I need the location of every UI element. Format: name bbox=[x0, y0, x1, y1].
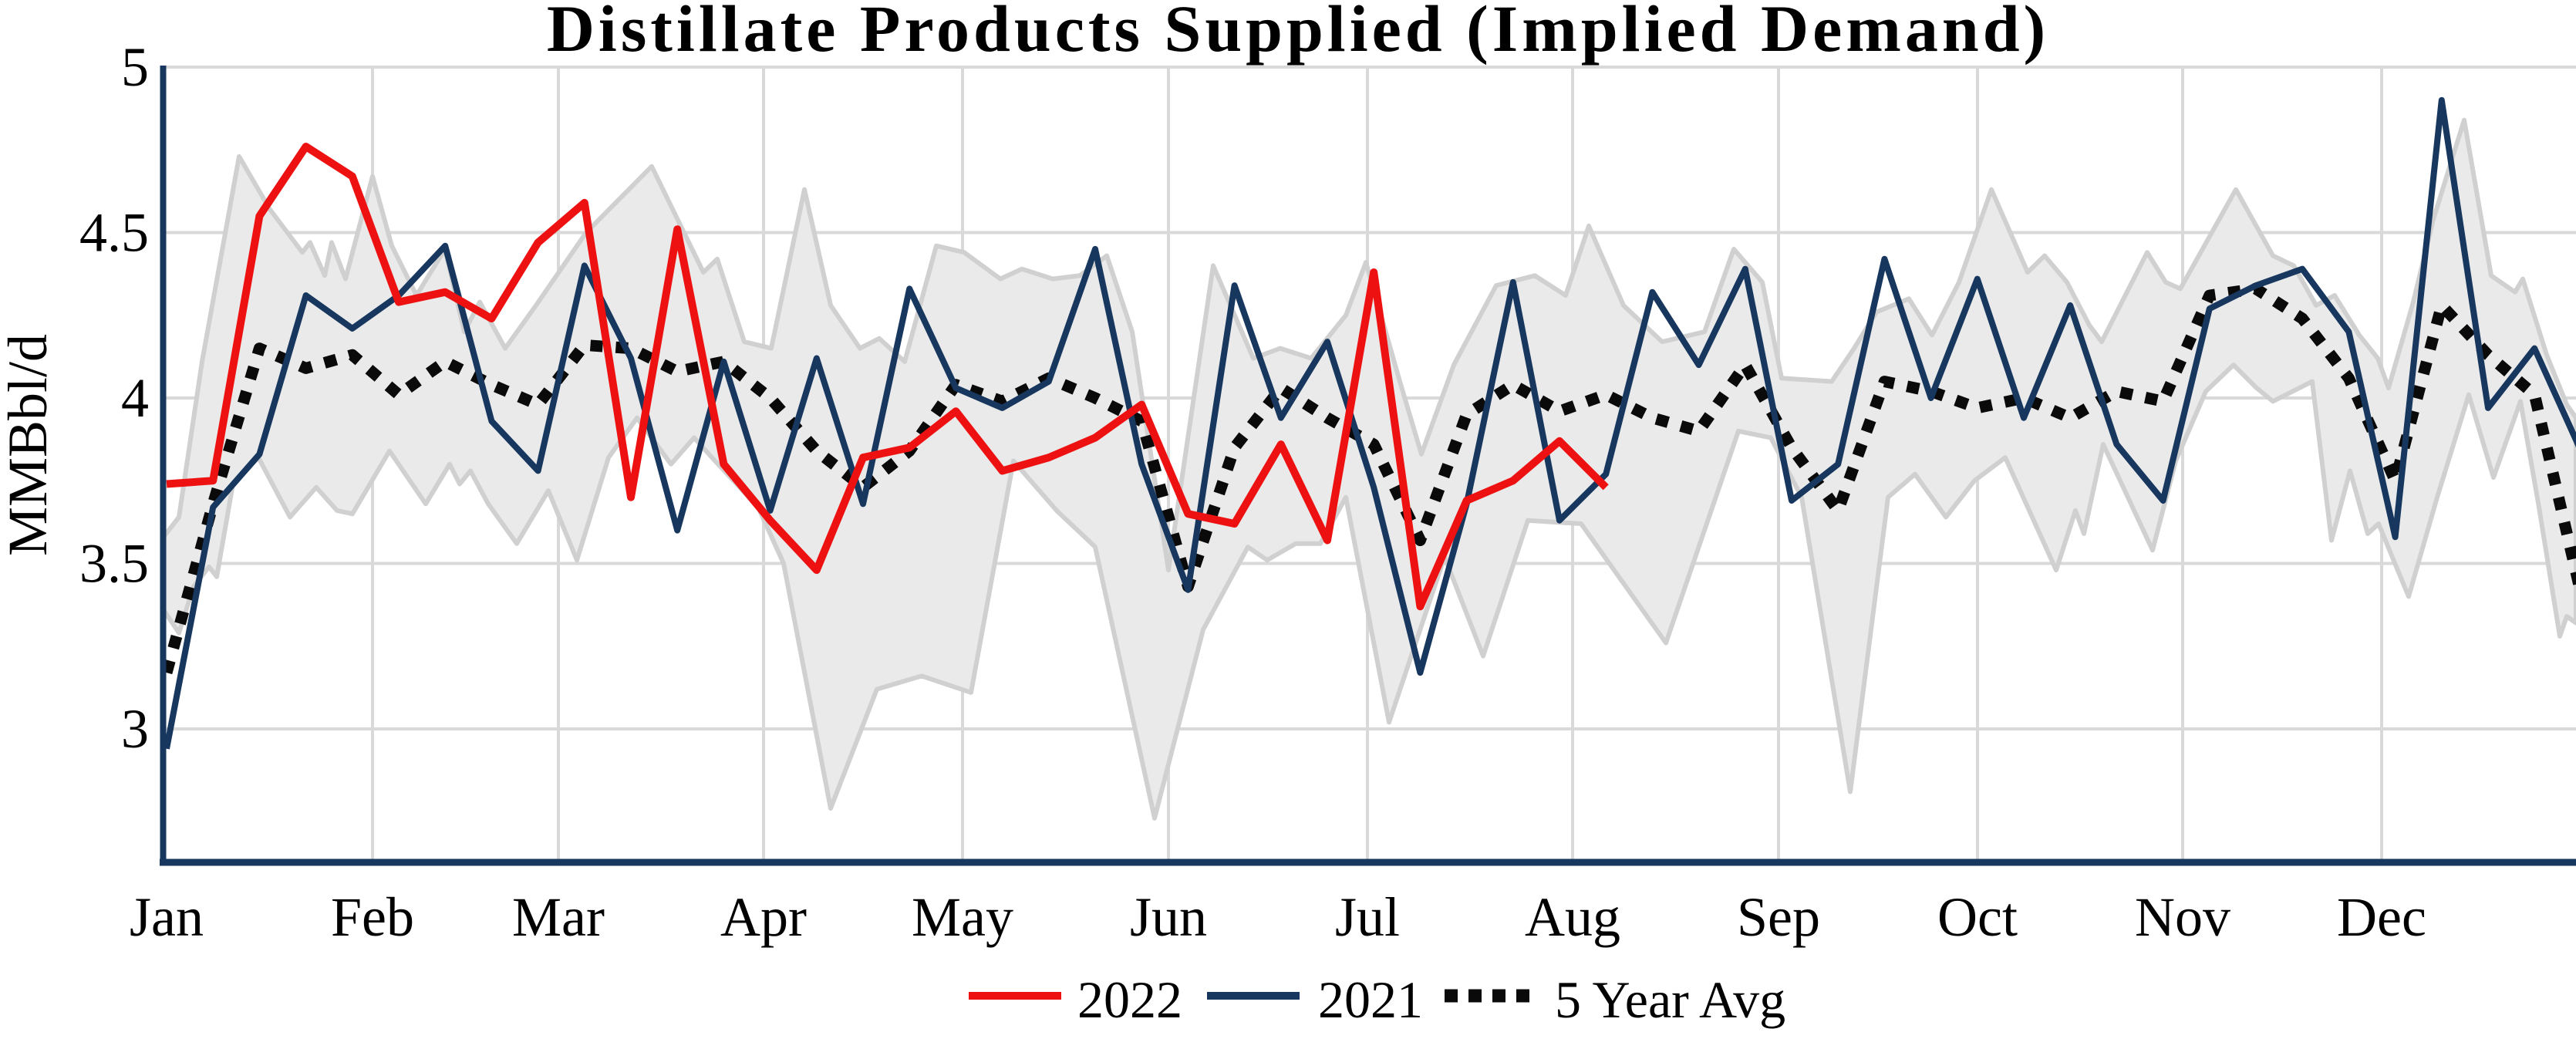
svg-text:Distillate Products Supplied (: Distillate Products Supplied (Implied De… bbox=[547, 0, 2049, 66]
svg-text:Oct: Oct bbox=[1937, 886, 2018, 948]
svg-text:4.5: 4.5 bbox=[79, 202, 149, 264]
svg-text:Nov: Nov bbox=[2135, 886, 2230, 948]
svg-text:Mar: Mar bbox=[512, 886, 605, 948]
svg-text:4: 4 bbox=[121, 367, 149, 429]
svg-text:Feb: Feb bbox=[331, 886, 414, 948]
svg-text:5 Year Avg: 5 Year Avg bbox=[1555, 970, 1785, 1029]
svg-text:3.5: 3.5 bbox=[79, 533, 149, 595]
svg-text:2022: 2022 bbox=[1077, 970, 1182, 1029]
svg-text:Apr: Apr bbox=[720, 886, 807, 948]
svg-text:Aug: Aug bbox=[1525, 886, 1620, 948]
svg-text:Dec: Dec bbox=[2337, 886, 2426, 948]
svg-text:Jun: Jun bbox=[1130, 886, 1207, 948]
svg-text:2021: 2021 bbox=[1318, 970, 1423, 1029]
svg-text:May: May bbox=[912, 886, 1013, 948]
svg-text:Jan: Jan bbox=[130, 886, 204, 948]
svg-text:5: 5 bbox=[121, 36, 149, 98]
svg-text:Sep: Sep bbox=[1737, 886, 1820, 948]
svg-text:3: 3 bbox=[121, 698, 149, 760]
svg-text:MMBbl/d: MMBbl/d bbox=[0, 334, 59, 556]
svg-text:Jul: Jul bbox=[1335, 886, 1400, 948]
